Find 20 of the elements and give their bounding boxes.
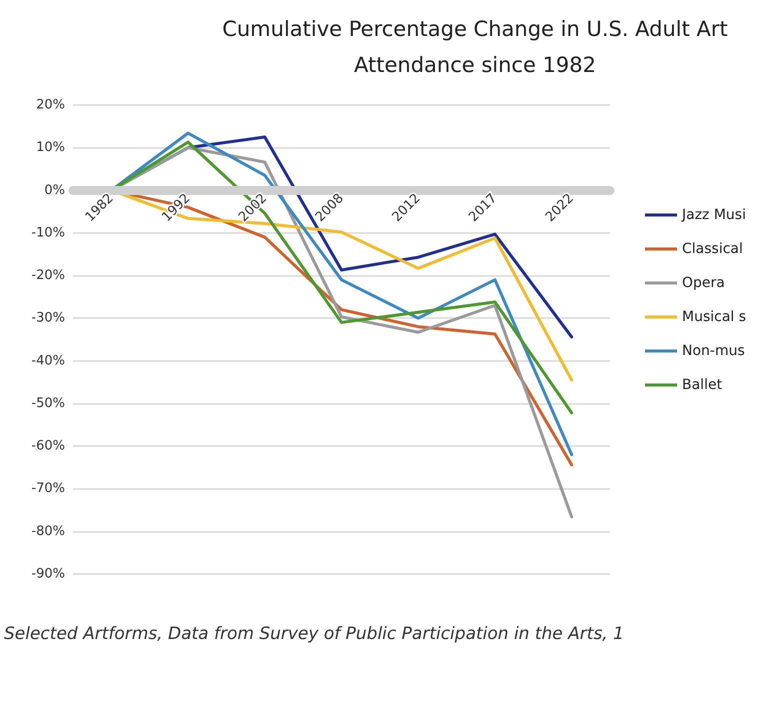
y-tick-label: 10% bbox=[36, 140, 65, 156]
y-tick-label: -80% bbox=[31, 524, 65, 539]
y-tick-label: -50% bbox=[31, 396, 65, 411]
legend-label: Ballet bbox=[682, 377, 723, 393]
legend-label: Musical s bbox=[682, 309, 746, 325]
legend-label: Non-mus bbox=[682, 343, 745, 359]
y-tick-label: 0% bbox=[44, 182, 65, 198]
y-tick-label: -70% bbox=[31, 481, 65, 496]
legend-label: Jazz Musi bbox=[681, 207, 746, 223]
chart-title: Cumulative Percentage Change in U.S. Adult Art Attendance since 1982 bbox=[222, 17, 728, 77]
y-tick-label: -30% bbox=[31, 310, 65, 326]
y-tick-label: -20% bbox=[31, 268, 65, 284]
y-tick-label: -40% bbox=[31, 353, 65, 368]
y-tick-label: -90% bbox=[31, 566, 65, 582]
legend-label: Classical bbox=[682, 241, 743, 257]
y-tick-label: -10% bbox=[31, 225, 65, 240]
y-tick-label: 20% bbox=[36, 98, 65, 112]
y-tick-label: -60% bbox=[31, 438, 65, 454]
legend-label: Opera bbox=[682, 275, 725, 291]
text: Selected Artforms, Data from Survey of Public Participation in the Arts, 1 bbox=[4, 624, 624, 644]
